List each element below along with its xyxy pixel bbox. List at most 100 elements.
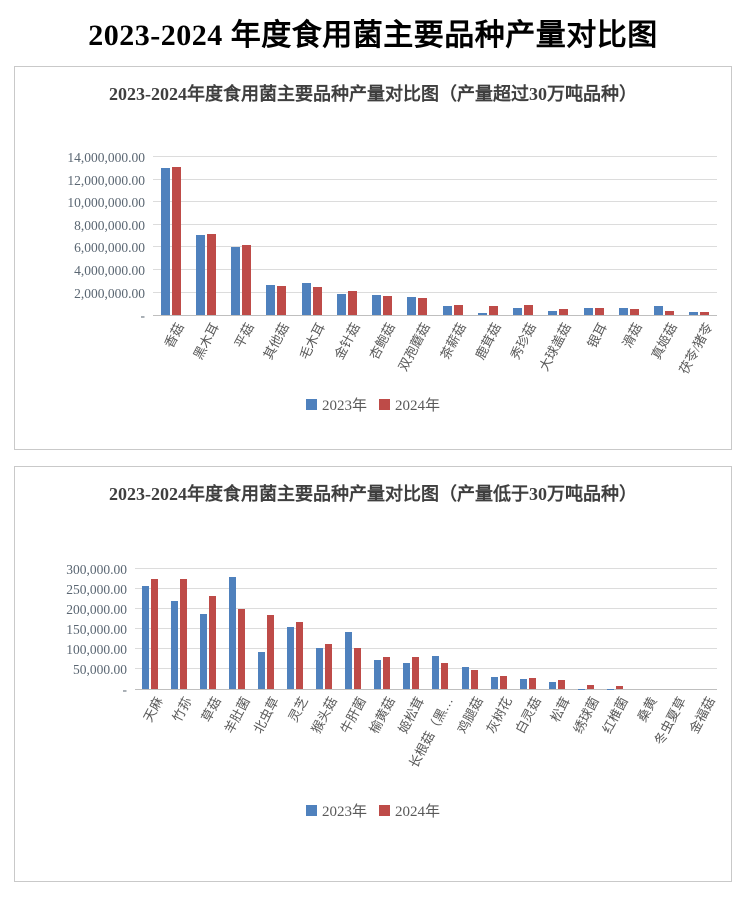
y-tick-label: 12,000,000.00 — [67, 174, 145, 188]
x-category-slot: 红椎菌 — [601, 690, 630, 796]
bar-2024年 — [630, 309, 639, 316]
bar-group — [576, 157, 611, 315]
x-category-slot: 灰树花 — [484, 690, 513, 796]
bar-2024年 — [325, 644, 332, 689]
x-category-label: 大球盖菇 — [534, 319, 575, 374]
y-tick-label: 100,000.00 — [66, 643, 127, 657]
bar-2023年 — [443, 306, 452, 316]
x-category-label: 白灵菇 — [509, 693, 544, 736]
bar-2024年 — [348, 291, 357, 315]
bar-2023年 — [258, 652, 265, 689]
legend-swatch — [379, 805, 390, 816]
bar-2023年 — [196, 235, 205, 315]
x-category-label: 鸡腿菇 — [451, 693, 486, 736]
bar-2023年 — [229, 577, 236, 689]
bar-group — [224, 157, 259, 315]
bar-2024年 — [558, 680, 565, 689]
legend-item: 2023年 — [306, 800, 367, 821]
x-category-slot: 冬虫夏草 — [659, 690, 688, 796]
legend-swatch — [306, 805, 317, 816]
bar-2023年 — [407, 297, 416, 315]
x-category-slot: 其他菇 — [259, 316, 294, 392]
bar-2024年 — [313, 287, 322, 315]
bar-2023年 — [266, 285, 275, 315]
x-category-slot: 竹荪 — [164, 690, 193, 796]
y-tick-label: 2,000,000.00 — [74, 287, 145, 301]
bar-2024年 — [529, 678, 536, 689]
legend-label: 2023年 — [322, 800, 367, 821]
bar-group — [280, 569, 309, 689]
x-category-slot: 猴头菇 — [310, 690, 339, 796]
y-tick-label: - — [123, 683, 128, 697]
bar-2024年 — [412, 657, 419, 689]
x-category-slot: 黑木耳 — [188, 316, 223, 392]
x-category-slot: 滑菇 — [611, 316, 646, 392]
bar-group — [682, 157, 717, 315]
x-category-slot: 松茸 — [542, 690, 571, 796]
x-category-label: 其他菇 — [258, 319, 293, 362]
x-category-label: 桑黄 — [632, 693, 661, 725]
bar-group — [368, 569, 397, 689]
x-category-label: 竹荪 — [166, 693, 195, 725]
x-category-slot: 双孢蘑菇 — [400, 316, 435, 392]
bar-group — [294, 157, 329, 315]
bar-group — [435, 157, 470, 315]
bar-group — [513, 569, 542, 689]
legend-item: 2023年 — [306, 394, 367, 415]
bar-group — [426, 569, 455, 689]
x-category-label: 红椎菌 — [597, 693, 632, 736]
x-category-slot: 大球盖菇 — [541, 316, 576, 392]
plot-area — [135, 569, 717, 690]
bar-group — [571, 569, 600, 689]
x-category-label: 灵芝 — [283, 693, 312, 725]
x-category-label: 北虫草 — [248, 693, 283, 736]
legend-label: 2023年 — [322, 394, 367, 415]
bar-2024年 — [441, 663, 448, 689]
x-category-label: 松茸 — [545, 693, 574, 725]
plot-area — [153, 157, 717, 316]
y-tick-label: 150,000.00 — [66, 623, 127, 637]
x-category-slot: 灵芝 — [280, 690, 309, 796]
bar-group — [647, 157, 682, 315]
x-category-label: 毛木耳 — [293, 319, 328, 362]
x-category-slot: 真姬菇 — [647, 316, 682, 392]
x-category-slot: 金福菇 — [688, 690, 717, 796]
x-category-label: 黑木耳 — [188, 319, 223, 362]
x-category-label: 金针菇 — [329, 319, 364, 362]
x-category-label: 秀珍菇 — [505, 319, 540, 362]
bar-2024年 — [207, 234, 216, 315]
bar-group — [251, 569, 280, 689]
bar-2024年 — [296, 622, 303, 689]
legend-item: 2024年 — [379, 800, 440, 821]
bar-2023年 — [345, 632, 352, 689]
x-category-slot: 北虫草 — [251, 690, 280, 796]
legend-swatch — [306, 399, 317, 410]
bar-2023年 — [231, 247, 240, 315]
bar-2024年 — [559, 309, 568, 315]
bar-group — [397, 569, 426, 689]
bar-2024年 — [238, 609, 245, 689]
legend-swatch — [379, 399, 390, 410]
bar-group — [484, 569, 513, 689]
bar-2024年 — [354, 648, 361, 689]
x-category-slot: 牛肝菌 — [339, 690, 368, 796]
x-category-slot: 鸡腿菇 — [455, 690, 484, 796]
x-category-slot: 香菇 — [153, 316, 188, 392]
x-category-label: 金福菇 — [684, 693, 719, 736]
y-tick-label: 250,000.00 — [66, 583, 127, 597]
legend-label: 2024年 — [395, 800, 440, 821]
bar-group — [164, 569, 193, 689]
y-tick-label: 4,000,000.00 — [74, 264, 145, 278]
x-category-slot: 茯苓/猪苓 — [682, 316, 717, 392]
x-category-slot: 金针菇 — [329, 316, 364, 392]
bar-group — [339, 569, 368, 689]
bar-2023年 — [287, 627, 294, 689]
bar-2024年 — [595, 308, 604, 315]
bar-2024年 — [471, 670, 478, 690]
bar-2023年 — [689, 312, 698, 315]
bar-group — [310, 569, 339, 689]
bar-2023年 — [654, 306, 663, 315]
x-category-label: 绣球菌 — [568, 693, 603, 736]
